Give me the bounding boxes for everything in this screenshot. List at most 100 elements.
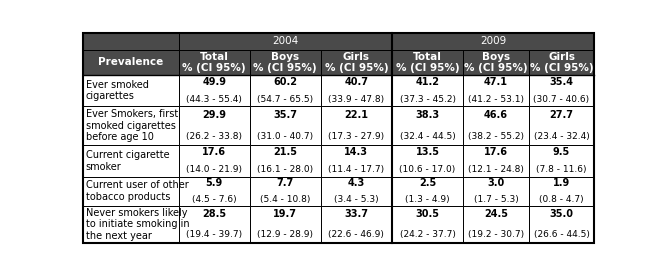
Bar (179, 75, 249, 106)
Text: 49.9: 49.9 (202, 77, 226, 87)
Bar (463, 75, 529, 106)
Text: (12.9 - 28.9): (12.9 - 28.9) (257, 230, 314, 239)
Text: 38.3: 38.3 (415, 109, 440, 120)
Text: Boys
% (CI 95%): Boys % (CI 95%) (253, 52, 317, 73)
Text: 2004: 2004 (272, 36, 298, 46)
Text: 7.7: 7.7 (277, 178, 294, 188)
Text: (5.4 - 10.8): (5.4 - 10.8) (260, 195, 310, 204)
Bar (463, 206, 529, 243)
Text: (11.4 - 17.7): (11.4 - 17.7) (328, 165, 385, 174)
Bar (321, 50, 392, 75)
Bar (529, 206, 594, 243)
Text: 1.9: 1.9 (553, 178, 570, 188)
Text: (37.3 - 45.2): (37.3 - 45.2) (399, 94, 455, 103)
Bar (249, 146, 321, 177)
Text: 46.6: 46.6 (484, 109, 508, 120)
Text: 3.0: 3.0 (488, 178, 505, 188)
Bar (249, 177, 321, 206)
Text: 40.7: 40.7 (345, 77, 368, 87)
Text: Boys
% (CI 95%): Boys % (CI 95%) (464, 52, 528, 73)
Text: (33.9 - 47.8): (33.9 - 47.8) (328, 94, 385, 103)
Text: Prevalence: Prevalence (98, 57, 163, 67)
Bar (249, 106, 321, 146)
Text: 33.7: 33.7 (345, 209, 368, 219)
Bar (179, 106, 249, 146)
Text: Total
% (CI 95%): Total % (CI 95%) (182, 52, 246, 73)
Bar (82, 33, 179, 50)
Text: (30.7 - 40.6): (30.7 - 40.6) (533, 94, 589, 103)
Bar (463, 106, 529, 146)
Text: 2009: 2009 (480, 36, 506, 46)
Bar (321, 146, 392, 177)
Text: 17.6: 17.6 (202, 147, 226, 157)
Text: (1.3 - 4.9): (1.3 - 4.9) (405, 195, 450, 204)
Bar (179, 146, 249, 177)
Bar (392, 146, 463, 177)
Bar (392, 50, 463, 75)
Text: (3.4 - 5.3): (3.4 - 5.3) (334, 195, 379, 204)
Text: 13.5: 13.5 (416, 147, 440, 157)
Text: (31.0 - 40.7): (31.0 - 40.7) (257, 132, 314, 141)
Text: 47.1: 47.1 (484, 77, 508, 87)
Text: 22.1: 22.1 (345, 109, 368, 120)
Text: Total
% (CI 95%): Total % (CI 95%) (396, 52, 459, 73)
Bar (82, 50, 179, 75)
Text: (38.2 - 55.2): (38.2 - 55.2) (468, 132, 524, 141)
Bar (529, 146, 594, 177)
Text: (54.7 - 65.5): (54.7 - 65.5) (257, 94, 314, 103)
Text: 14.3: 14.3 (345, 147, 368, 157)
Text: 29.9: 29.9 (202, 109, 226, 120)
Text: 35.7: 35.7 (273, 109, 297, 120)
Bar (529, 177, 594, 206)
Text: 30.5: 30.5 (416, 209, 440, 219)
Bar (82, 106, 179, 146)
Bar (179, 50, 249, 75)
Text: Ever Smokers, first
smoked cigarettes
before age 10: Ever Smokers, first smoked cigarettes be… (86, 109, 178, 142)
Bar (392, 75, 463, 106)
Text: (1.7 - 5.3): (1.7 - 5.3) (474, 195, 518, 204)
Text: (44.3 - 55.4): (44.3 - 55.4) (186, 94, 242, 103)
Text: 17.6: 17.6 (484, 147, 508, 157)
Bar (463, 50, 529, 75)
Text: (4.5 - 7.6): (4.5 - 7.6) (192, 195, 236, 204)
Text: (16.1 - 28.0): (16.1 - 28.0) (257, 165, 314, 174)
Bar (179, 206, 249, 243)
Bar (529, 50, 594, 75)
Bar (179, 177, 249, 206)
Text: Current user of other
tobacco products: Current user of other tobacco products (86, 180, 188, 202)
Bar (82, 146, 179, 177)
Text: (0.8 - 4.7): (0.8 - 4.7) (539, 195, 584, 204)
Text: (17.3 - 27.9): (17.3 - 27.9) (328, 132, 385, 141)
Text: Current cigarette
smoker: Current cigarette smoker (86, 150, 169, 172)
Bar (529, 75, 594, 106)
Text: 4.3: 4.3 (348, 178, 365, 188)
Text: (23.4 - 32.4): (23.4 - 32.4) (534, 132, 589, 141)
Text: (10.6 - 17.0): (10.6 - 17.0) (399, 165, 455, 174)
Text: 41.2: 41.2 (416, 77, 440, 87)
Bar (179, 33, 392, 50)
Text: 2.5: 2.5 (419, 178, 436, 188)
Bar (392, 206, 463, 243)
Text: 21.5: 21.5 (273, 147, 297, 157)
Bar (463, 177, 529, 206)
Text: Ever smoked
cigarettes: Ever smoked cigarettes (86, 79, 148, 101)
Text: 9.5: 9.5 (553, 147, 570, 157)
Bar (82, 75, 179, 106)
Text: 19.7: 19.7 (273, 209, 297, 219)
Bar (321, 177, 392, 206)
Bar (321, 75, 392, 106)
Bar (249, 75, 321, 106)
Text: 35.4: 35.4 (550, 77, 574, 87)
Bar (529, 106, 594, 146)
Text: 5.9: 5.9 (205, 178, 223, 188)
Text: (12.1 - 24.8): (12.1 - 24.8) (468, 165, 524, 174)
Text: Girls
% (CI 95%): Girls % (CI 95%) (325, 52, 388, 73)
Text: (41.2 - 53.1): (41.2 - 53.1) (468, 94, 524, 103)
Bar (249, 206, 321, 243)
Text: (19.2 - 30.7): (19.2 - 30.7) (468, 230, 524, 239)
Text: (24.2 - 37.7): (24.2 - 37.7) (399, 230, 455, 239)
Bar (321, 106, 392, 146)
Bar (392, 106, 463, 146)
Text: 24.5: 24.5 (484, 209, 508, 219)
Text: 60.2: 60.2 (273, 77, 297, 87)
